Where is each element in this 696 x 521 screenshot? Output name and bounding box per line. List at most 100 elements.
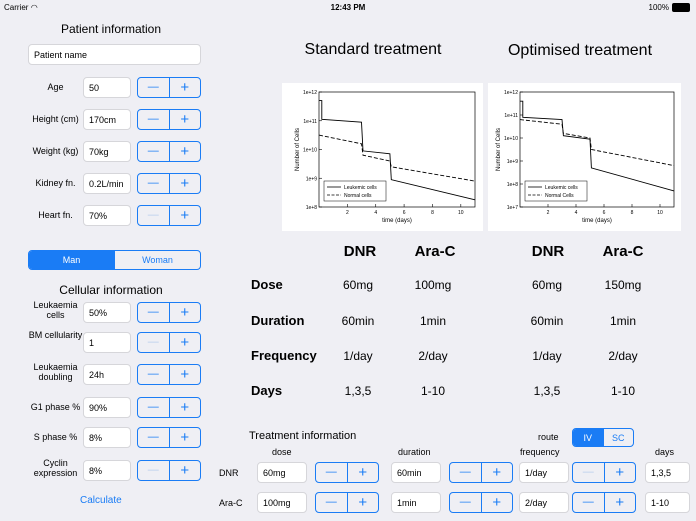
- cellular-field-stepper[interactable]: — +: [137, 427, 201, 448]
- opt-drug2-header: Ara-C: [602, 243, 644, 260]
- minus-icon[interactable]: —: [138, 428, 170, 447]
- battery-icon: [672, 3, 690, 12]
- table-row-label: Dose: [251, 277, 283, 292]
- minus-icon[interactable]: —: [573, 493, 605, 512]
- minus-icon[interactable]: —: [573, 463, 605, 482]
- treatment-frequency-stepper[interactable]: — +: [572, 462, 636, 483]
- plus-icon[interactable]: +: [358, 464, 368, 481]
- x-axis-label: time (days): [582, 218, 612, 224]
- plus-icon[interactable]: +: [180, 462, 190, 479]
- status-carrier: Carrier ◠: [4, 3, 38, 12]
- plus-icon[interactable]: +: [180, 399, 190, 416]
- treatment-frequency-input[interactable]: 1/day: [519, 462, 569, 483]
- treatment-duration-stepper[interactable]: — +: [449, 492, 513, 513]
- minus-icon[interactable]: —: [138, 365, 170, 384]
- treatment-info-title: Treatment information: [249, 430, 357, 442]
- y-tick-label: 1e+7: [507, 205, 518, 211]
- patient-field-stepper[interactable]: — +: [137, 173, 201, 194]
- minus-icon[interactable]: —: [138, 303, 170, 322]
- plus-icon[interactable]: +: [180, 304, 190, 321]
- plus-icon[interactable]: +: [180, 111, 190, 128]
- table-cell: 60mg: [342, 278, 374, 292]
- sex-selector[interactable]: Man Woman: [28, 250, 201, 270]
- plot-frame: [519, 91, 675, 208]
- plus-icon[interactable]: +: [180, 334, 190, 351]
- status-battery: 100%: [649, 3, 690, 12]
- y-tick-label: 1e+12: [303, 90, 317, 96]
- cellular-field-stepper[interactable]: — +: [137, 364, 201, 385]
- treatment-dose-input[interactable]: 100mg: [257, 492, 307, 513]
- plus-icon[interactable]: +: [492, 494, 502, 511]
- plus-icon[interactable]: +: [180, 207, 190, 224]
- cellular-field-input[interactable]: 50%: [83, 302, 131, 323]
- cellular-field-stepper[interactable]: — +: [137, 302, 201, 323]
- cellular-field-input[interactable]: 8%: [83, 460, 131, 481]
- patient-name-input[interactable]: Patient name: [28, 44, 201, 65]
- treatment-frequency-stepper[interactable]: — +: [572, 492, 636, 513]
- series-line-1: [519, 119, 675, 167]
- minus-icon[interactable]: —: [138, 110, 170, 129]
- calculate-button[interactable]: Calculate: [80, 495, 122, 506]
- minus-icon[interactable]: —: [138, 142, 170, 161]
- patient-field-input[interactable]: 0.2L/min: [83, 173, 131, 194]
- cellular-field-label: Leukaemia cells: [33, 300, 78, 320]
- col-days-header: days: [655, 447, 675, 457]
- cellular-field-input[interactable]: 8%: [83, 427, 131, 448]
- cellular-field-input[interactable]: 24h: [83, 364, 131, 385]
- patient-field-stepper[interactable]: — +: [137, 141, 201, 162]
- table-cell: 2/day: [608, 349, 638, 363]
- patient-field-stepper[interactable]: — +: [137, 205, 201, 226]
- cellular-field-label: Cyclin expression: [33, 458, 78, 478]
- treatment-dose-input[interactable]: 60mg: [257, 462, 307, 483]
- treatment-days-input[interactable]: 1,3,5: [645, 462, 690, 483]
- treatment-duration-input[interactable]: 60min: [391, 462, 441, 483]
- plus-icon[interactable]: +: [492, 464, 502, 481]
- treatment-duration-input[interactable]: 1min: [391, 492, 441, 513]
- route-option-sc[interactable]: SC: [602, 429, 634, 446]
- patient-field-input[interactable]: 50: [83, 77, 131, 98]
- minus-icon[interactable]: —: [316, 463, 348, 482]
- wifi-icon: ◠: [30, 3, 38, 12]
- treatment-duration-stepper[interactable]: — +: [449, 462, 513, 483]
- table-cell: 1,3,5: [344, 384, 372, 398]
- minus-icon[interactable]: —: [138, 78, 170, 97]
- patient-field-stepper[interactable]: — +: [137, 77, 201, 98]
- treatment-dose-stepper[interactable]: — +: [315, 462, 379, 483]
- sex-option-man[interactable]: Man: [29, 251, 114, 269]
- x-tick-label: 2: [547, 210, 550, 216]
- plus-icon[interactable]: +: [180, 143, 190, 160]
- minus-icon[interactable]: —: [450, 463, 482, 482]
- treatment-frequency-input[interactable]: 2/day: [519, 492, 569, 513]
- minus-icon[interactable]: —: [138, 398, 170, 417]
- patient-field-stepper[interactable]: — +: [137, 109, 201, 130]
- minus-icon[interactable]: —: [450, 493, 482, 512]
- treatment-dose-stepper[interactable]: — +: [315, 492, 379, 513]
- minus-icon[interactable]: —: [138, 461, 170, 480]
- patient-field-input[interactable]: 70kg: [83, 141, 131, 162]
- plus-icon[interactable]: +: [615, 464, 625, 481]
- patient-field-input[interactable]: 170cm: [83, 109, 131, 130]
- plus-icon[interactable]: +: [358, 494, 368, 511]
- treatment-days-input[interactable]: 1-10: [645, 492, 690, 513]
- patient-field-input[interactable]: 70%: [83, 205, 131, 226]
- plus-icon[interactable]: +: [180, 79, 190, 96]
- minus-icon[interactable]: —: [138, 206, 170, 225]
- route-selector[interactable]: IV SC: [572, 428, 634, 447]
- y-axis-label: Number of Cells: [496, 128, 502, 171]
- minus-icon[interactable]: —: [138, 333, 170, 352]
- plus-icon[interactable]: +: [180, 175, 190, 192]
- minus-icon[interactable]: —: [138, 174, 170, 193]
- x-tick-label: 4: [374, 210, 377, 216]
- plus-icon[interactable]: +: [615, 494, 625, 511]
- cellular-field-stepper[interactable]: — +: [137, 332, 201, 353]
- plus-icon[interactable]: +: [180, 366, 190, 383]
- sex-option-woman[interactable]: Woman: [114, 251, 200, 269]
- cellular-field-stepper[interactable]: — +: [137, 460, 201, 481]
- plus-icon[interactable]: +: [180, 429, 190, 446]
- cellular-field-stepper[interactable]: — +: [137, 397, 201, 418]
- minus-icon[interactable]: —: [316, 493, 348, 512]
- cellular-field-input[interactable]: 1: [83, 332, 131, 353]
- route-option-iv[interactable]: IV: [573, 429, 603, 446]
- cellular-field-input[interactable]: 90%: [83, 397, 131, 418]
- patient-field-label: Age: [47, 82, 64, 92]
